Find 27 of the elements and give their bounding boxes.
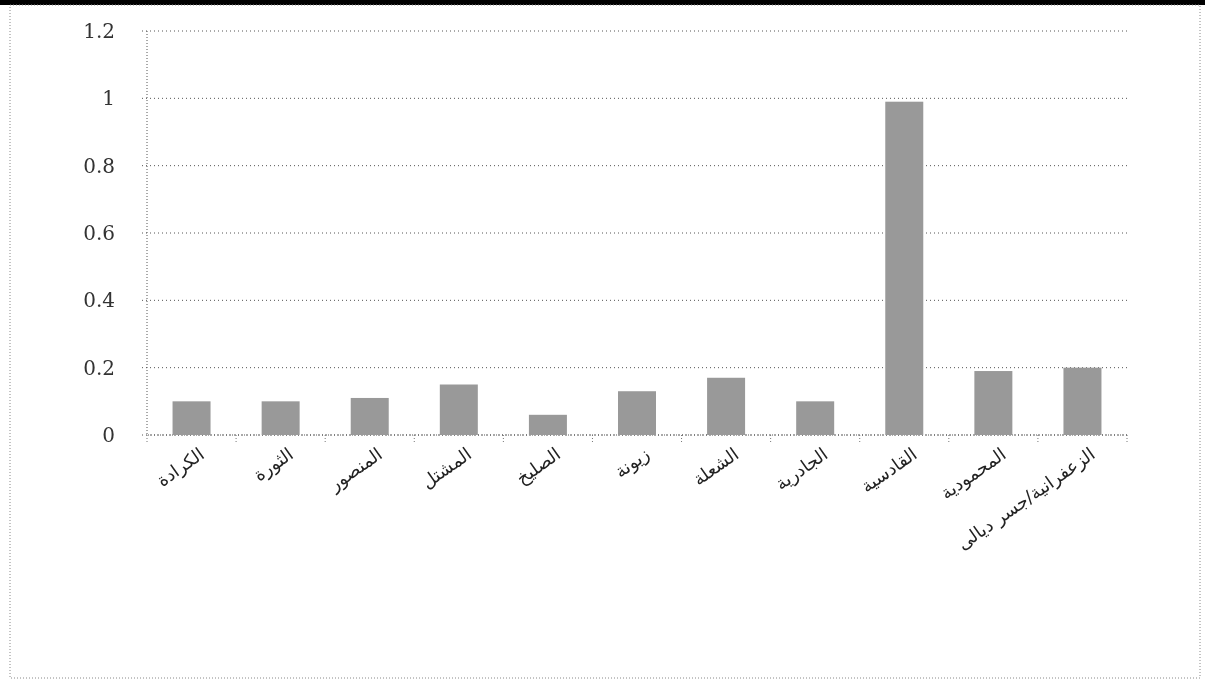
- y-tick-label: 1.2: [83, 19, 115, 43]
- y-tick-label: 0.6: [83, 221, 115, 245]
- y-tick-label: 0.8: [83, 153, 115, 178]
- bar: [172, 401, 211, 435]
- y-tick-label: 0.2: [83, 355, 115, 380]
- x-tick-label: القادسية: [856, 443, 921, 497]
- bar: [974, 371, 1013, 435]
- bar: [796, 401, 835, 435]
- y-tick-label: 0: [102, 423, 115, 447]
- bar: [1063, 367, 1102, 435]
- bar: [350, 397, 389, 435]
- y-tick-label: 0.4: [83, 288, 115, 313]
- x-tick-label: الشعلة: [688, 443, 743, 490]
- bar: [439, 384, 478, 435]
- x-tick-label: المشتل: [417, 443, 476, 493]
- x-tick-label: زيونة: [610, 443, 654, 483]
- x-tick-label: الكرادة: [152, 443, 209, 492]
- bar: [885, 101, 924, 435]
- x-tick-label: الجادرية: [771, 443, 832, 495]
- x-tick-label: الصليخ: [511, 443, 565, 490]
- y-tick-label: 1: [102, 86, 115, 111]
- x-tick-label: المنصور: [324, 443, 387, 497]
- bar: [707, 377, 746, 435]
- bar: [618, 391, 656, 435]
- bar: [261, 401, 300, 435]
- bar: [528, 414, 567, 435]
- x-tick-label: الثورة: [249, 443, 298, 486]
